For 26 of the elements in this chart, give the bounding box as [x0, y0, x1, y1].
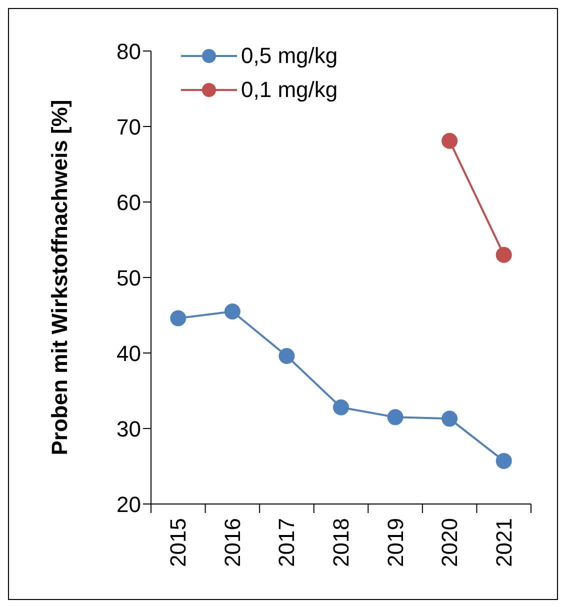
- x-tick-label: 2019: [382, 518, 408, 567]
- y-tick-label: 50: [116, 265, 141, 290]
- point: [224, 303, 240, 320]
- point: [278, 348, 295, 364]
- legend-label: 0,1 mg/kg: [241, 76, 338, 104]
- point: [170, 310, 186, 326]
- point: [496, 452, 512, 469]
- point: [442, 132, 458, 149]
- x-tick-label: 2021: [491, 518, 516, 567]
- y-tick-label: 30: [116, 416, 141, 442]
- y-tick-label: 60: [116, 190, 141, 215]
- y-tick-label: 40: [116, 340, 141, 366]
- y-tick-label: 80: [116, 38, 141, 64]
- x-tick-label: 2018: [328, 518, 354, 567]
- y-axis-title: Proben mit Wirkstoffnachweis [%]: [46, 100, 72, 456]
- legend-label: 0,5 mg/kg: [241, 42, 338, 70]
- x-tick-label: 2017: [274, 518, 300, 567]
- point: [387, 409, 404, 426]
- point: [333, 399, 349, 416]
- x-tick-label: 2016: [220, 518, 245, 567]
- point: [442, 410, 458, 427]
- point: [496, 246, 512, 263]
- y-tick-label: 70: [116, 114, 141, 140]
- y-tick-label: 20: [116, 492, 141, 517]
- x-tick-label: 2020: [437, 518, 462, 567]
- x-tick-label: 2015: [166, 518, 191, 567]
